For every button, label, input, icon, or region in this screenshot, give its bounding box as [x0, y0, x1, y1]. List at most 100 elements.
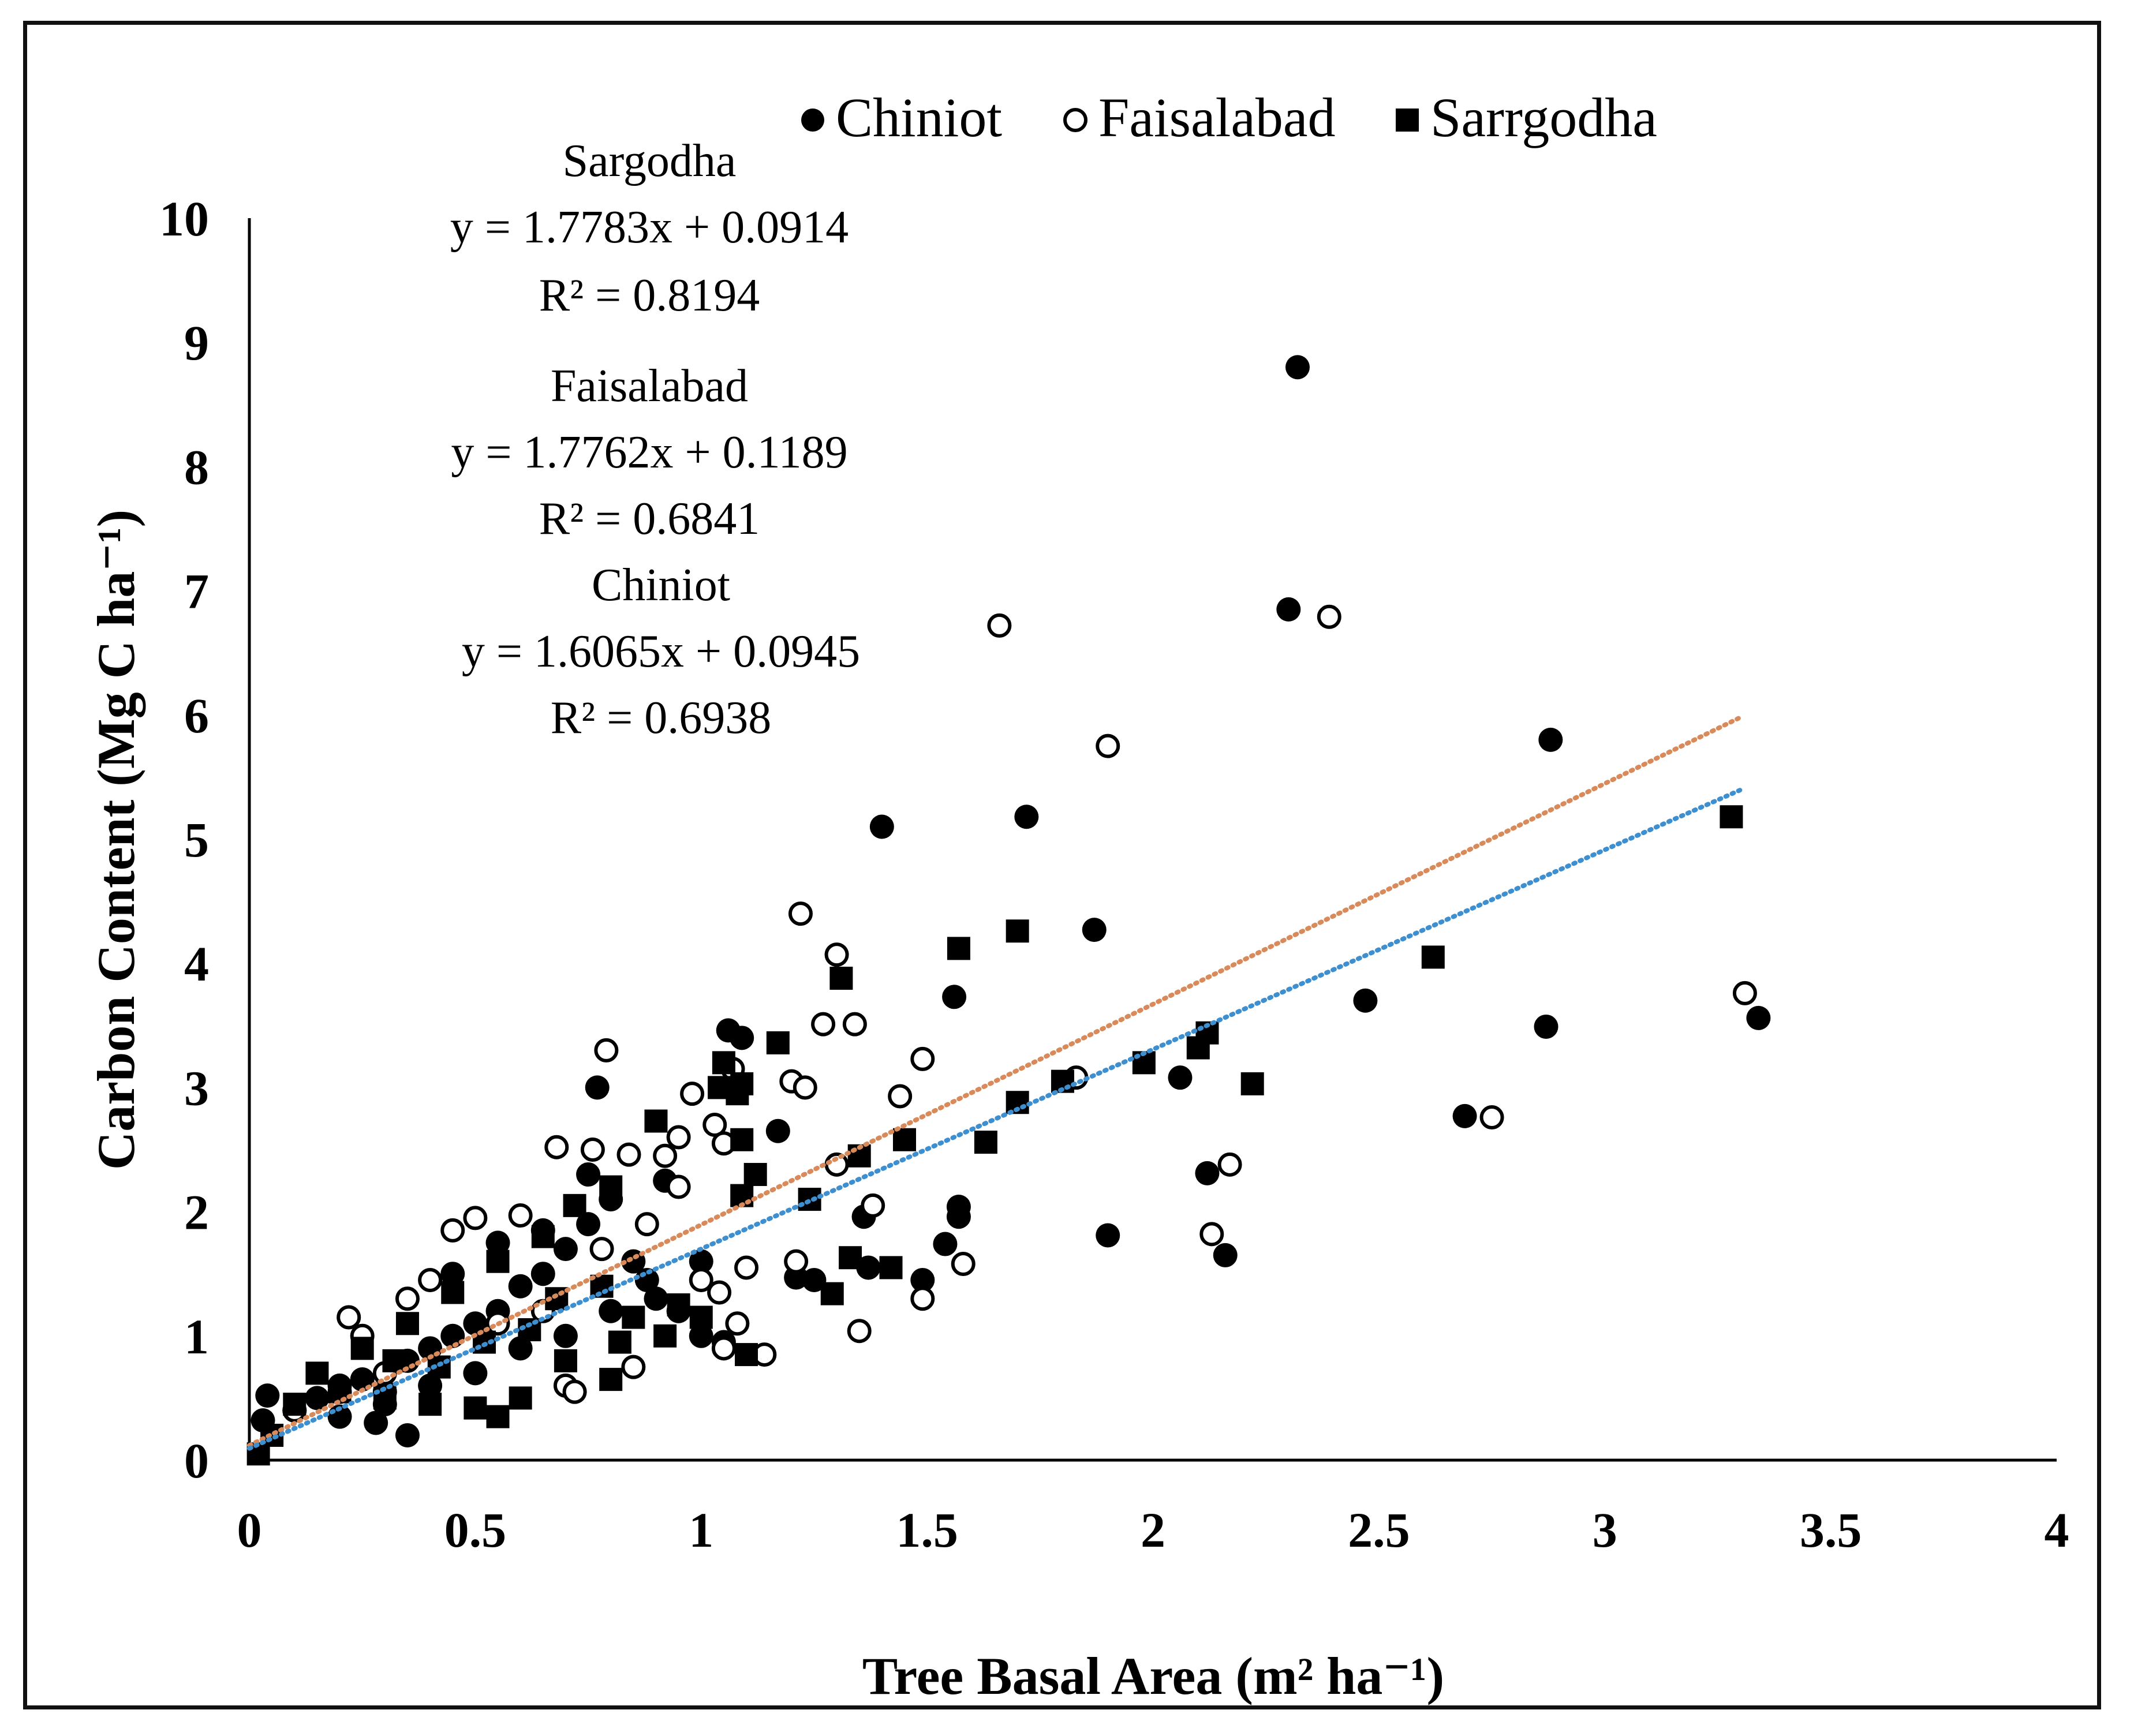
legend-entry-chiniot: Chiniot	[801, 87, 1002, 148]
point-sarrgodha-31	[486, 1405, 510, 1428]
trendlines	[247, 715, 1743, 1451]
point-chiniot-30	[305, 1386, 330, 1410]
point-chiniot-55	[485, 1230, 510, 1255]
point-chiniot-49	[508, 1336, 533, 1361]
point-faisalabad-15	[951, 1251, 976, 1276]
point-faisalabad-55	[589, 1237, 614, 1262]
point-chiniot-12	[1195, 1161, 1220, 1185]
point-sarrgodha-2	[1006, 919, 1029, 943]
point-sarrgodha-3	[947, 937, 970, 960]
legend-label-faisalabad: Faisalabad	[1098, 87, 1336, 148]
point-chiniot-3	[869, 814, 894, 839]
data-points	[246, 355, 1771, 1466]
point-sarrgodha-44	[563, 1194, 586, 1217]
point-chiniot-18	[765, 1118, 790, 1143]
point-chiniot-47	[689, 1323, 713, 1348]
point-sarrgodha-1	[1421, 945, 1445, 969]
annotation-r2-chiniot: R² = 0.6938	[551, 693, 771, 743]
point-sarrgodha-55	[382, 1349, 406, 1372]
point-sarrgodha-51	[554, 1349, 577, 1372]
trendline-blue-dotted	[247, 787, 1743, 1451]
point-chiniot-59	[395, 1423, 420, 1447]
y-tick-label-7: 7	[184, 564, 209, 619]
point-faisalabad-16	[910, 1286, 935, 1311]
point-faisalabad-11	[1732, 981, 1757, 1005]
x-tick-label-3.5: 3.5	[1800, 1502, 1862, 1558]
point-chiniot-57	[576, 1162, 601, 1187]
x-tick-label-0: 0	[237, 1502, 262, 1558]
point-faisalabad-25	[680, 1082, 705, 1106]
point-sarrgodha-20	[730, 1128, 754, 1151]
legend: Chiniot Faisalabad Sarrgodha	[801, 87, 1657, 148]
point-sarrgodha-48	[622, 1305, 645, 1329]
point-faisalabad-20	[824, 1152, 849, 1177]
point-chiniot-2	[1538, 727, 1563, 752]
x-tick-label-0.5: 0.5	[444, 1502, 507, 1558]
point-chiniot-26	[802, 1267, 827, 1292]
point-sarrgodha-43	[531, 1225, 555, 1248]
point-chiniot-62	[599, 1299, 623, 1323]
point-sarrgodha-16	[730, 1072, 754, 1095]
y-tick-label-1: 1	[184, 1309, 209, 1364]
point-sarrgodha-19	[644, 1109, 668, 1133]
point-faisalabad-1	[1317, 604, 1341, 629]
point-faisalabad-47	[689, 1267, 713, 1292]
point-faisalabad-2	[1096, 734, 1120, 758]
point-faisalabad-49	[725, 1311, 750, 1336]
point-faisalabad-46	[621, 1355, 646, 1379]
point-sarrgodha-11	[974, 1131, 997, 1154]
y-axis-title: Carbon Content (Mg C ha⁻¹)	[87, 510, 145, 1170]
annotation-equation-faisalabad: y = 1.7762x + 0.1189	[451, 427, 847, 478]
point-faisalabad-4	[824, 942, 849, 967]
legend-label-sarrgodha: Sarrgodha	[1430, 87, 1657, 148]
legend-entry-sarrgodha: Sarrgodha	[1396, 87, 1657, 148]
point-chiniot-51	[418, 1373, 443, 1398]
point-faisalabad-27	[653, 1143, 678, 1168]
point-sarrgodha-12	[892, 1128, 916, 1151]
point-chiniot-39	[508, 1274, 533, 1299]
point-chiniot-41	[553, 1237, 578, 1262]
point-faisalabad-31	[666, 1174, 691, 1199]
point-sarrgodha-40	[395, 1312, 419, 1335]
annotation-equation-chiniot: y = 1.6065x + 0.0945	[462, 626, 860, 677]
legend-marker-sarrgodha	[1396, 108, 1419, 132]
legend-marker-chiniot	[801, 108, 824, 132]
y-tick-label-4: 4	[184, 936, 209, 992]
point-chiniot-5	[1082, 918, 1107, 942]
point-chiniot-15	[585, 1075, 610, 1100]
point-sarrgodha-49	[667, 1293, 690, 1316]
point-sarrgodha-45	[599, 1175, 623, 1199]
legend-entry-faisalabad: Faisalabad	[1063, 87, 1336, 148]
point-sarrgodha-24	[839, 1246, 862, 1270]
y-tick-label-9: 9	[184, 315, 209, 371]
point-sarrgodha-6	[1186, 1036, 1210, 1060]
point-chiniot-50	[463, 1361, 488, 1386]
point-faisalabad-45	[562, 1379, 587, 1404]
point-sarrgodha-30	[464, 1396, 487, 1420]
point-sarrgodha-4	[829, 967, 853, 990]
point-chiniot-27	[255, 1383, 280, 1408]
point-chiniot-21	[946, 1204, 971, 1229]
y-tick-label-10: 10	[159, 191, 209, 246]
point-sarrgodha-26	[820, 1282, 844, 1305]
point-sarrgodha-9	[1240, 1072, 1264, 1095]
point-chiniot-22	[933, 1232, 958, 1256]
point-chiniot-8	[1534, 1014, 1559, 1039]
y-tick-label-6: 6	[184, 688, 209, 743]
point-chiniot-60	[364, 1410, 388, 1435]
point-chiniot-0	[1285, 355, 1310, 380]
point-faisalabad-14	[1199, 1222, 1224, 1247]
point-faisalabad-34	[508, 1203, 533, 1228]
point-chiniot-7	[1353, 988, 1378, 1013]
point-sarrgodha-25	[879, 1256, 903, 1279]
point-chiniot-37	[463, 1311, 488, 1336]
y-tick-label-3: 3	[184, 1060, 209, 1116]
point-chiniot-14	[1213, 1243, 1238, 1267]
point-chiniot-64	[689, 1249, 713, 1274]
annotation-site-chiniot: Chiniot	[592, 560, 730, 611]
y-tick-label-2: 2	[184, 1185, 209, 1240]
point-faisalabad-29	[580, 1138, 605, 1162]
point-sarrgodha-32	[418, 1393, 442, 1416]
point-sarrgodha-56	[653, 1324, 677, 1348]
point-sarrgodha-28	[599, 1368, 623, 1391]
